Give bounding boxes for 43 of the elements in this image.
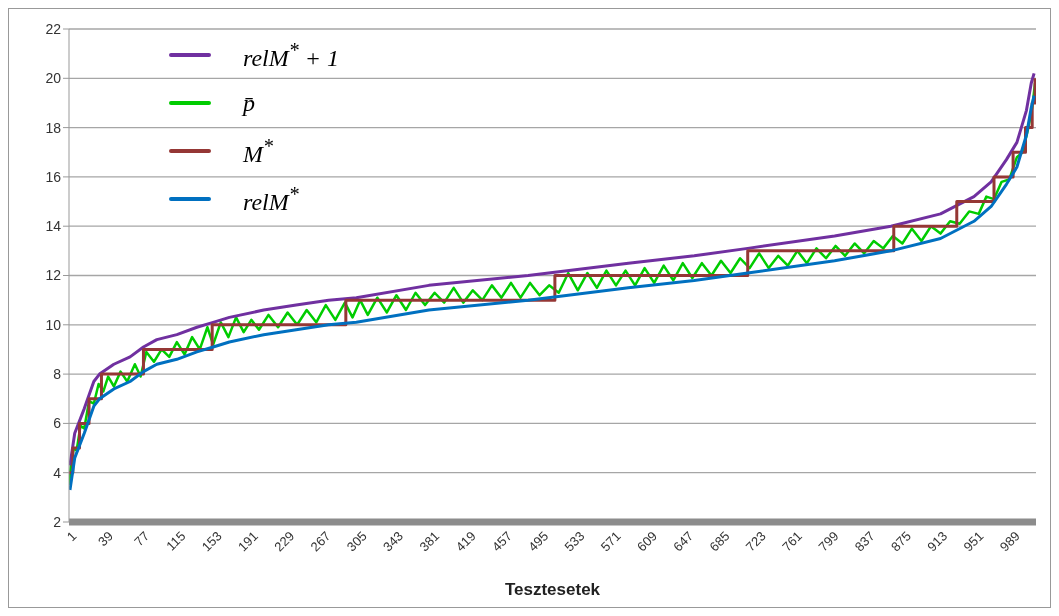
y-tick-label: 20 [45,70,62,87]
x-tick-label: 647 [670,528,697,555]
y-tick-label: 10 [45,316,62,333]
y-tick-label: 18 [45,119,62,136]
x-tick-label: 229 [271,528,298,555]
x-tick-label: 381 [416,528,443,555]
x-tick-label: 609 [634,528,660,555]
x-tick-label: 153 [198,528,225,555]
x-axis-title: Tesztesetek [504,580,601,599]
x-tick-label: 419 [452,528,479,555]
y-tick-label: 12 [45,267,62,284]
x-tick-label: 951 [960,528,987,555]
x-tick-label: 267 [307,528,334,555]
y-tick-label: 2 [53,513,62,530]
x-tick-label: 39 [95,528,116,550]
x-tick-label: 1 [63,528,80,545]
x-tick-label: 875 [887,528,914,555]
x-tick-label: 571 [597,528,624,555]
y-tick-label: 16 [45,168,62,185]
x-tick-label: 457 [488,528,515,555]
x-tick-label: 723 [742,528,769,555]
x-tick-label: 343 [380,528,407,555]
x-tick-label: 115 [163,528,189,554]
legend-label: M$^{*}$ [243,134,273,168]
x-tick-label: 77 [131,528,153,550]
x-tick-label: 913 [924,528,951,555]
y-tick-label: 6 [53,415,62,432]
x-tick-label: 191 [235,528,261,555]
y-tick-label: 22 [45,20,62,37]
y-tick-label: 8 [53,366,62,383]
x-tick-label: 533 [561,528,588,555]
x-tick-label: 799 [815,528,842,555]
y-tick-label: 14 [45,218,62,235]
x-tick-label: 305 [343,528,370,555]
x-tick-label: 761 [779,528,806,555]
legend-label: relM$^{*}$ + 1 [243,38,339,72]
x-tick-label: 685 [706,528,733,555]
x-tick-label: 989 [996,528,1023,555]
legend-label: relM$^{*}$ [243,182,299,216]
legend-label: p̄ [243,89,255,117]
x-tick-label: 837 [851,528,878,555]
y-tick-label: 4 [53,464,62,481]
x-tick-label: 495 [525,528,552,555]
